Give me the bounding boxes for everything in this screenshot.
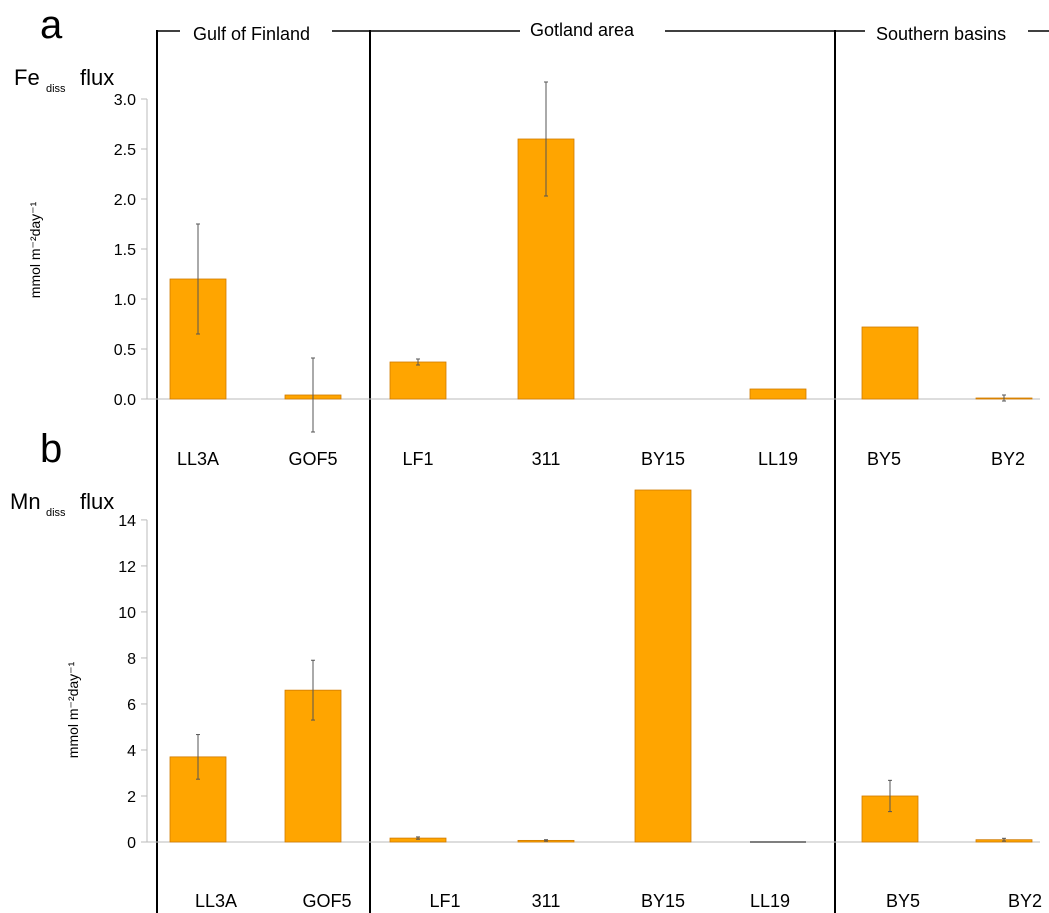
panel-b-title-sub: diss bbox=[46, 507, 66, 519]
panel-b-bars bbox=[169, 489, 1033, 843]
category-label-ll19: LL19 bbox=[750, 891, 790, 911]
category-label-lf1: LF1 bbox=[402, 449, 433, 469]
panel-a-ylabel: mmol m⁻²day⁻¹ bbox=[27, 201, 43, 298]
error-bar-by5 bbox=[888, 779, 892, 813]
region-label-gulf-of-finland: Gulf of Finland bbox=[193, 24, 310, 44]
y-tick-label: 0 bbox=[127, 835, 136, 852]
error-bar-gof5 bbox=[311, 357, 315, 433]
error-bar-gof5 bbox=[311, 659, 315, 721]
bar-ll19 bbox=[749, 388, 807, 400]
y-tick-label: 14 bbox=[118, 513, 136, 530]
panel-b-title-tail: flux bbox=[80, 489, 114, 514]
panel-a-letter: a bbox=[40, 3, 63, 47]
panel-b-title-main: Mn bbox=[10, 489, 41, 514]
category-label-311: 311 bbox=[532, 449, 561, 469]
y-tick-label: 1.5 bbox=[114, 242, 136, 259]
y-tick-label: 12 bbox=[118, 559, 136, 576]
category-label-by5: BY5 bbox=[886, 891, 920, 911]
category-label-311: 311 bbox=[532, 891, 561, 911]
error-bar-by2 bbox=[1002, 394, 1006, 402]
category-label-gof5: GOF5 bbox=[288, 449, 337, 469]
error-bar-by2 bbox=[1002, 837, 1006, 842]
panel-b-category-labels: LL3A GOF5 LF1 311 BY15 LL19 BY5 BY2 bbox=[195, 891, 1042, 911]
panel-b-letter: b bbox=[40, 427, 62, 471]
category-label-gof5: GOF5 bbox=[302, 891, 351, 911]
error-bar-311 bbox=[544, 839, 548, 842]
bar-by5 bbox=[861, 326, 919, 400]
y-tick-label: 2.5 bbox=[114, 142, 136, 159]
region-labels: Gulf of Finland Gotland area Southern ba… bbox=[193, 20, 1006, 44]
region-dividers bbox=[156, 30, 836, 913]
y-tick-label: 2.0 bbox=[114, 192, 136, 209]
category-label-by15: BY15 bbox=[641, 891, 685, 911]
error-bar-lf1 bbox=[416, 836, 420, 840]
category-label-ll3a: LL3A bbox=[177, 449, 219, 469]
y-tick-label: 4 bbox=[127, 743, 136, 760]
panel-a-title-main: Fe bbox=[14, 65, 40, 90]
panel-a-title-sub: diss bbox=[46, 83, 66, 95]
panel-a-category-labels: LL3A GOF5 LF1 311 BY15 LL19 BY5 BY2 bbox=[177, 449, 1025, 469]
category-label-ll19: LL19 bbox=[758, 449, 798, 469]
category-label-ll3a: LL3A bbox=[195, 891, 237, 911]
y-tick-label: 3.0 bbox=[114, 92, 136, 109]
y-tick-label: 0.0 bbox=[114, 392, 136, 409]
y-tick-label: 2 bbox=[127, 789, 136, 806]
panel-b-title: Mn diss flux bbox=[10, 489, 114, 519]
bar-lf1 bbox=[389, 361, 447, 400]
error-bar-lf1 bbox=[416, 358, 420, 366]
panel-b-ylabel: mmol m⁻²day⁻¹ bbox=[65, 661, 81, 758]
error-bar-ll3a bbox=[196, 223, 200, 335]
y-tick-label: 0.5 bbox=[114, 342, 136, 359]
region-label-southern-basins: Southern basins bbox=[876, 24, 1006, 44]
y-tick-label: 10 bbox=[118, 605, 136, 622]
error-bar-ll3a bbox=[196, 734, 200, 780]
category-label-by2: BY2 bbox=[1008, 891, 1042, 911]
region-label-gotland-area: Gotland area bbox=[530, 20, 635, 40]
category-label-by5: BY5 bbox=[867, 449, 901, 469]
panel-a-title: Fe diss flux bbox=[14, 65, 114, 95]
y-tick-label: 6 bbox=[127, 697, 136, 714]
y-tick-label: 1.0 bbox=[114, 292, 136, 309]
category-label-by15: BY15 bbox=[641, 449, 685, 469]
category-label-by2: BY2 bbox=[991, 449, 1025, 469]
y-tick-label: 8 bbox=[127, 651, 136, 668]
panel-a: a Fe diss flux mmol m⁻²day⁻¹ 0.0 0.5 1.0 1.… bbox=[14, 3, 1040, 469]
panel-a-bars bbox=[169, 81, 1033, 433]
panel-b: b Mn diss flux mmol m⁻²day⁻¹ 0 2 4 6 8 10 12 14… bbox=[10, 427, 1042, 911]
bar-by15 bbox=[634, 489, 692, 843]
category-label-lf1: LF1 bbox=[429, 891, 460, 911]
panel-a-title-tail: flux bbox=[80, 65, 114, 90]
error-bar-311 bbox=[544, 81, 548, 197]
